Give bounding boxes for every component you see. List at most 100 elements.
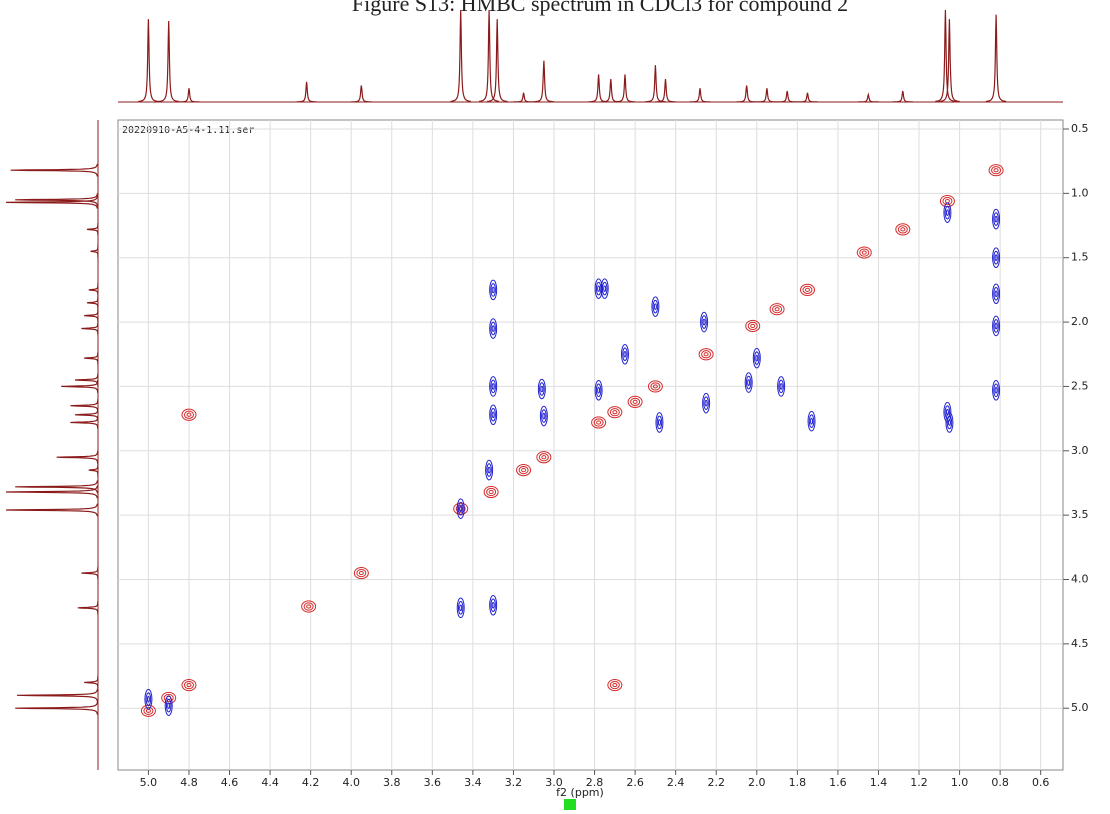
cross-peak	[183, 680, 194, 690]
cross-peak	[603, 285, 607, 292]
cross-peak	[489, 279, 498, 301]
y-tick-label: 1.0	[1071, 186, 1089, 199]
cross-peak	[600, 278, 609, 299]
cross-peak	[186, 682, 192, 688]
x-tick-label: 4.2	[302, 776, 320, 789]
projection-peak	[158, 20, 179, 103]
cross-peak	[490, 598, 496, 613]
cross-peak	[163, 693, 174, 703]
projection-peak	[588, 74, 609, 103]
cross-peak	[541, 409, 547, 423]
cross-peak	[993, 168, 999, 173]
cross-peak	[651, 296, 660, 317]
projection-peak	[178, 88, 200, 103]
cross-peak	[486, 463, 492, 477]
cross-peak	[457, 601, 464, 615]
projection-peak	[16, 688, 99, 702]
cross-peak	[942, 196, 953, 206]
y-tick-label: 4.5	[1071, 637, 1089, 650]
x-tick-label: 0.6	[1032, 776, 1050, 789]
projection-peak	[15, 701, 99, 715]
cross-peak	[856, 246, 872, 259]
cross-peak	[992, 315, 1001, 337]
projection-peak	[84, 676, 99, 689]
projection-peak	[939, 19, 960, 103]
cross-peak	[453, 502, 469, 515]
cross-peak	[747, 321, 758, 331]
cross-peak	[601, 281, 608, 296]
projection-peak	[70, 416, 99, 429]
cross-peak	[459, 505, 463, 513]
x-tick-label: 3.0	[545, 776, 563, 789]
cross-peak	[595, 383, 602, 398]
cross-peak	[490, 379, 496, 394]
cross-peak	[895, 223, 911, 236]
projection-peak	[86, 223, 99, 236]
cross-peak	[698, 348, 714, 361]
cross-peak	[487, 466, 491, 474]
cross-peak	[491, 325, 495, 332]
projection-peak	[600, 78, 622, 103]
cross-peak	[491, 383, 495, 390]
cross-peak	[539, 382, 545, 396]
cross-peak	[167, 702, 171, 709]
x-tick-label: 1.6	[829, 776, 847, 789]
x-tick-label: 2.8	[586, 776, 604, 789]
cross-peak	[164, 695, 173, 716]
cross-peak	[777, 376, 786, 397]
chart-title: Figure S13: HMBC spectrum in CDCl3 for c…	[352, 0, 848, 16]
cross-peak	[945, 209, 949, 216]
projection-peak	[892, 90, 913, 103]
cross-peak	[747, 379, 751, 386]
cross-peak	[353, 566, 369, 580]
x-tick-label: 1.4	[870, 776, 888, 789]
projection-peak	[10, 163, 98, 177]
projection-peak	[777, 90, 798, 103]
cross-peak	[491, 286, 495, 294]
cross-peak	[622, 347, 628, 362]
cross-peak	[774, 307, 780, 312]
cross-peak	[750, 323, 756, 329]
projection-peak	[61, 379, 99, 394]
projection-peak	[5, 195, 98, 209]
cross-peak	[591, 416, 607, 429]
cross-peak	[183, 410, 194, 419]
cross-peak	[994, 386, 998, 394]
cross-peak	[994, 215, 998, 223]
x-tick-label: 4.8	[180, 776, 198, 789]
cross-peak	[992, 247, 1001, 269]
projection-peak	[797, 92, 818, 103]
cross-peak	[521, 467, 527, 473]
projection-peak	[479, 9, 500, 102]
cross-peak	[459, 604, 463, 612]
projection-peak	[138, 19, 159, 103]
cross-peak	[146, 695, 150, 703]
cross-peak	[861, 250, 867, 255]
y-tick-label: 0.5	[1071, 122, 1089, 135]
cross-peak	[538, 453, 549, 462]
cross-peak	[779, 383, 783, 390]
cross-peak	[486, 487, 497, 497]
cross-peak	[623, 350, 627, 358]
cross-peak	[754, 351, 760, 365]
cross-peak	[489, 318, 498, 339]
cross-peak	[992, 283, 1001, 305]
cross-peak	[491, 411, 495, 419]
marker	[564, 799, 576, 810]
y-tick-label: 3.0	[1071, 444, 1089, 457]
cross-peak	[993, 319, 999, 333]
y-tick-label: 2.0	[1071, 315, 1089, 328]
cross-peak	[518, 465, 529, 475]
x-tick-label: 1.2	[910, 776, 928, 789]
cross-peak	[537, 378, 546, 400]
cross-peak	[944, 205, 951, 220]
y-tick-label: 5.0	[1071, 701, 1089, 714]
cross-peak	[992, 208, 1001, 230]
cross-peak	[301, 600, 317, 613]
cross-peak	[145, 692, 152, 707]
cross-peak	[596, 420, 602, 425]
cross-peak	[457, 501, 464, 516]
cross-peak	[701, 315, 707, 329]
cross-peak	[594, 379, 603, 401]
